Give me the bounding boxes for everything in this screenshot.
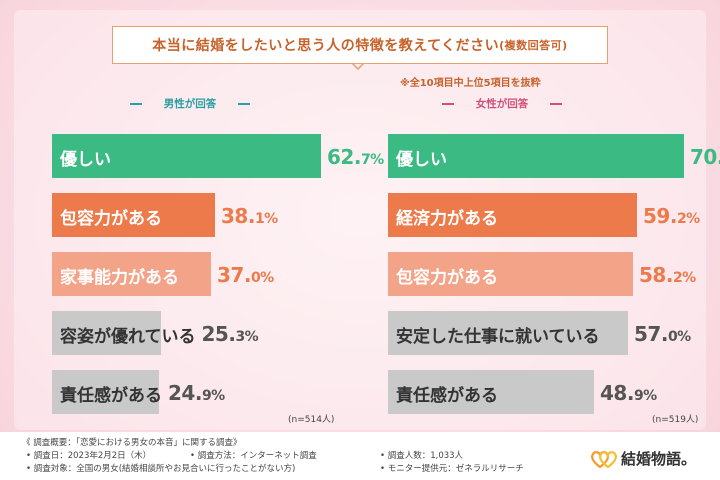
female-value-label-3: 57.0%	[634, 322, 691, 346]
title-note: ※全10項目中上位5項目を抜粋	[400, 78, 541, 89]
female-bar-label-0: 優しい	[396, 150, 447, 170]
female-bar-0	[388, 134, 684, 178]
chart-title: 本当に結婚をしたいと思う人の特徴を教えてください (複数回答可)	[112, 26, 608, 64]
male-value-label-2: 37.0%	[217, 263, 274, 287]
male-bar-4	[52, 370, 159, 414]
female-sample-size: (n=519人)	[652, 415, 699, 425]
male-value-label-4: 24.9%	[168, 381, 225, 405]
male-bar-label-4: 責任感がある	[60, 386, 162, 406]
female-bar-label-3: 安定した仕事に就いている	[396, 327, 600, 347]
title-sub: (複数回答可)	[499, 39, 568, 52]
male-bar-label-3: 容姿が優れている	[60, 327, 196, 347]
female-bar-label-1: 経済力がある	[396, 209, 498, 229]
footer-heading: 《 調査概要：「恋愛における男女の本音」に関する調査》	[22, 438, 242, 448]
female-value-label-0: 70.3%	[690, 145, 720, 169]
female-bar-3	[388, 311, 628, 355]
female-value-label-2: 58.2%	[639, 263, 696, 287]
female-bar-label-4: 責任感がある	[396, 386, 498, 406]
female-bar-label-2: 包容力がある	[396, 268, 498, 288]
double-heart-icon	[591, 450, 617, 468]
footer-count: • 調査人数：1,033人	[380, 451, 464, 461]
footer-method: • 調査方法：インターネット調査	[190, 451, 317, 461]
female-value-label-1: 59.2%	[643, 204, 700, 228]
title-chevron-icon	[351, 62, 365, 70]
male-bar-label-0: 優しい	[60, 150, 111, 170]
male-bar-2	[52, 252, 211, 296]
male-sample-size: (n=514人)	[288, 415, 335, 425]
footer-date: • 調査日：2023年2月2日（木）	[26, 451, 152, 461]
female-bar-2	[388, 252, 633, 296]
female-bar-4	[388, 370, 594, 414]
logo-text: 結婚物語。	[621, 450, 697, 468]
male-bar-3	[52, 311, 161, 355]
female-panel-title: 女性が回答	[362, 96, 642, 111]
female-bar-1	[388, 193, 637, 237]
footer-target: • 調査対象：全国の男女(結婚相談所やお見合いに行ったことがない方)	[26, 464, 296, 474]
male-value-label-0: 62.7%	[327, 145, 384, 169]
title-main: 本当に結婚をしたいと思う人の特徴を教えてください	[152, 38, 500, 54]
brand-logo: 結婚物語。	[590, 448, 696, 469]
male-bar-0	[52, 134, 321, 178]
male-bar-label-1: 包容力がある	[60, 209, 162, 229]
male-bar-label-2: 家事能力がある	[60, 268, 179, 288]
male-value-label-1: 38.1%	[221, 204, 278, 228]
male-bar-1	[52, 193, 215, 237]
female-value-label-4: 48.9%	[600, 381, 657, 405]
male-value-label-3: 25.3%	[201, 322, 259, 346]
footer-provider: • モニター提供元：ゼネラルリサーチ	[380, 464, 524, 474]
male-panel-title: 男性が回答	[50, 96, 330, 111]
